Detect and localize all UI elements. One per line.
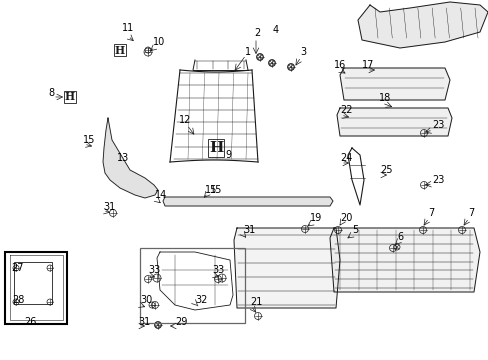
Polygon shape [339,68,449,100]
Bar [5,252,67,324]
Text: 29: 29 [175,317,187,327]
Polygon shape [336,108,451,136]
Text: 10: 10 [153,37,165,47]
Text: 19: 19 [309,213,322,223]
Text: 15: 15 [83,135,95,145]
Text: 33: 33 [212,265,224,275]
Bar [207,139,224,157]
Text: 11: 11 [122,23,134,33]
Text: 17: 17 [361,60,374,70]
Polygon shape [329,228,479,292]
Text: 15: 15 [204,185,217,195]
Text: 20: 20 [339,213,352,223]
Text: 16: 16 [333,60,346,70]
Text: 18: 18 [378,93,390,103]
Text: 2: 2 [253,28,260,38]
Polygon shape [163,197,332,206]
Text: 31: 31 [243,225,255,235]
Text: 32: 32 [195,295,207,305]
Text: 23: 23 [431,175,444,185]
Polygon shape [234,228,339,308]
Text: H: H [65,91,75,103]
Text: 4: 4 [272,25,279,35]
Bar [114,44,125,56]
Text: 26: 26 [24,317,36,327]
Text: 24: 24 [339,153,352,163]
Text: 33: 33 [148,265,160,275]
Text: 21: 21 [249,297,262,307]
Text: 30: 30 [140,295,152,305]
Bar [64,91,76,103]
Text: 14: 14 [155,190,167,200]
Text: 23: 23 [431,120,444,130]
Text: 3: 3 [299,47,305,57]
Text: 31: 31 [138,317,150,327]
Text: 28: 28 [12,295,24,305]
Text: 13: 13 [117,153,129,163]
Text: H: H [115,45,125,55]
Text: 7: 7 [467,208,473,218]
Bar [14,262,52,304]
Text: 22: 22 [339,105,352,115]
Text: 8: 8 [48,88,54,98]
Text: 25: 25 [379,165,392,175]
Text: 6: 6 [396,232,402,242]
Text: 1: 1 [244,47,251,57]
Text: 9: 9 [225,150,231,160]
Text: 15: 15 [209,185,222,195]
Text: 31: 31 [103,202,115,212]
Polygon shape [103,118,158,198]
Text: 5: 5 [351,225,358,235]
Text: 12: 12 [179,115,191,125]
Text: H: H [208,141,223,155]
Text: 7: 7 [427,208,433,218]
Bar [140,248,244,323]
Polygon shape [357,2,487,48]
Text: 27: 27 [12,263,24,273]
